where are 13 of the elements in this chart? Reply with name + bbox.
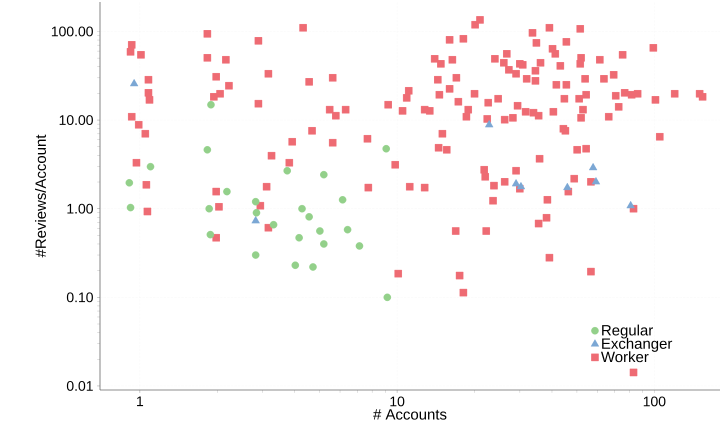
- x-axis-title: # Accounts: [373, 409, 446, 420]
- y-tick-label: 0.10: [66, 292, 93, 302]
- legend-label: Worker: [600, 351, 649, 362]
- legend-label: Regular: [602, 324, 653, 338]
- x-tick-label: 10: [390, 396, 404, 406]
- y-tick-label: 10.00: [60, 115, 93, 126]
- x-tick-label: 100: [644, 396, 666, 406]
- legend-label: Exchanger: [602, 338, 672, 352]
- y-axis-title: #Reviews/Account: [35, 134, 46, 258]
- x-tick-label: 1: [137, 396, 144, 406]
- y-tick-label: 100.00: [52, 26, 93, 36]
- y-tick-label: 1.00: [67, 204, 93, 214]
- y-tick-label: 0.01: [66, 381, 93, 391]
